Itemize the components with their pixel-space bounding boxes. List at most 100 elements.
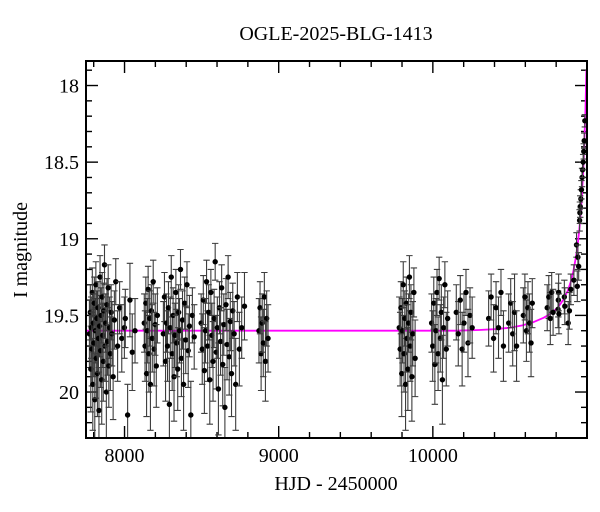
data-point: [435, 351, 441, 357]
data-point: [211, 315, 217, 322]
data-point: [179, 317, 186, 323]
y-tick-label: 19.5: [44, 305, 79, 327]
data-point: [438, 309, 445, 316]
data-point: [93, 282, 99, 288]
data-point: [241, 303, 248, 309]
data-point: [150, 278, 156, 285]
data-point: [550, 309, 556, 316]
data-point: [463, 289, 469, 296]
data-point: [234, 294, 241, 300]
data-point: [467, 312, 473, 319]
data-point: [582, 118, 587, 124]
data-point: [222, 404, 228, 411]
data-point: [127, 297, 133, 303]
data-point: [153, 363, 159, 369]
data-point: [225, 274, 231, 280]
x-tick-label: 10000: [408, 445, 458, 467]
data-point: [217, 338, 224, 345]
x-axis-label: HJD - 2450000: [274, 473, 397, 495]
x-tick-label: 8000: [105, 445, 145, 467]
data-point: [203, 278, 210, 285]
data-point: [161, 294, 168, 300]
data-point: [215, 386, 222, 392]
data-point: [174, 340, 180, 346]
data-point: [116, 305, 123, 311]
data-point: [265, 335, 271, 342]
data-point: [119, 335, 125, 342]
data-point: [220, 361, 226, 368]
data-point: [121, 324, 128, 331]
data-point: [436, 275, 442, 282]
data-point: [129, 349, 135, 355]
data-point: [498, 289, 504, 296]
data-point: [180, 381, 187, 388]
data-point: [529, 300, 535, 306]
data-point: [104, 301, 110, 308]
data-point: [238, 324, 245, 331]
data-point: [175, 309, 182, 316]
data-point: [566, 308, 573, 314]
data-point: [105, 285, 111, 291]
data-point: [568, 286, 574, 293]
data-point: [399, 370, 405, 377]
data-point: [188, 412, 194, 418]
data-point: [178, 355, 185, 362]
data-point: [411, 289, 417, 296]
data-point: [124, 412, 131, 418]
data-point: [500, 343, 507, 349]
data-point: [490, 335, 497, 342]
data-point: [575, 263, 582, 270]
data-point: [571, 277, 577, 283]
data-point: [160, 331, 167, 337]
plot-data-area: [86, 70, 587, 438]
data-point: [578, 187, 585, 193]
axis-ticks: [86, 61, 587, 439]
data-point: [184, 282, 190, 288]
data-point: [227, 318, 233, 325]
y-axis-label: I magnitude: [10, 202, 32, 298]
data-point: [206, 309, 212, 316]
data-point: [547, 315, 554, 322]
plot-frame: [85, 60, 588, 439]
data-point: [565, 320, 571, 326]
data-point: [412, 355, 418, 362]
data-point: [177, 266, 184, 273]
data-point: [513, 343, 520, 349]
data-point: [108, 309, 114, 316]
data-point: [199, 346, 205, 352]
data-point: [262, 358, 269, 365]
data-point: [208, 289, 214, 296]
data-point: [122, 315, 129, 322]
data-point: [406, 274, 413, 280]
data-point: [453, 309, 459, 316]
data-point: [164, 343, 171, 349]
data-point: [231, 331, 237, 337]
data-point: [495, 324, 502, 331]
data-point: [111, 317, 118, 323]
data-point: [556, 311, 562, 317]
data-point: [528, 340, 534, 346]
data-point: [442, 282, 448, 288]
data-point: [143, 370, 150, 377]
data-point: [562, 303, 568, 309]
data-point: [575, 254, 581, 260]
data-point: [505, 320, 512, 326]
data-point: [90, 381, 96, 388]
data-point: [212, 259, 218, 265]
x-tick-label: 9000: [259, 445, 299, 467]
data-point: [410, 331, 416, 337]
data-point: [405, 366, 411, 372]
data-point: [444, 315, 451, 322]
data-point: [204, 343, 211, 349]
y-tick-label: 19: [59, 229, 79, 251]
data-point: [581, 148, 587, 155]
y-tick-label: 18: [59, 76, 79, 98]
data-point: [488, 294, 494, 300]
data-point: [443, 346, 449, 352]
data-point: [181, 300, 188, 306]
data-point: [201, 367, 208, 374]
data-point: [440, 324, 447, 331]
y-tick-label: 20: [59, 382, 79, 404]
tick-labels: 8000 9000 10000 18 18.5 19 19.5 20: [44, 76, 458, 467]
